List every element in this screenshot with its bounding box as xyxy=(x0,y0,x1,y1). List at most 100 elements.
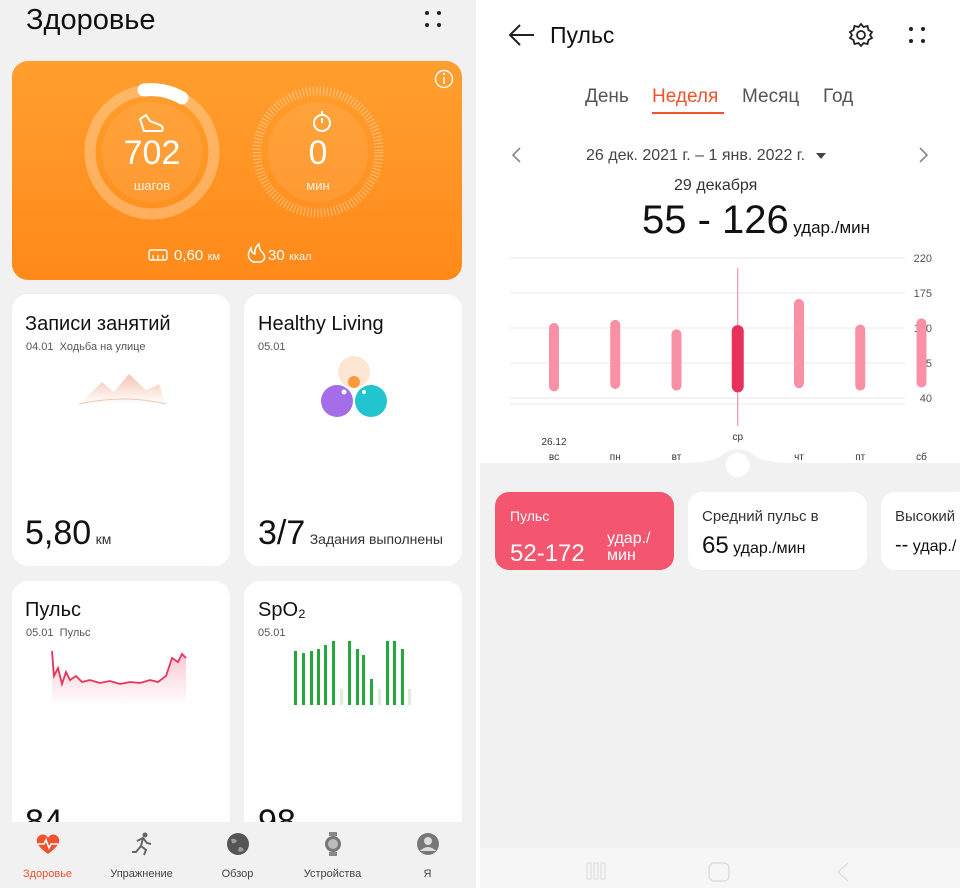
minutes-value: 0 xyxy=(308,134,328,172)
page-title: Здоровье xyxy=(26,4,156,36)
distance-readout: 0,60 км xyxy=(174,247,220,265)
pulse-sparkline xyxy=(51,650,187,706)
pulse-card-title: Пульс xyxy=(25,599,82,621)
workouts-title: Записи занятий xyxy=(25,313,171,335)
screen-title: Пульс xyxy=(550,22,615,48)
gear-icon[interactable] xyxy=(848,22,874,48)
workouts-meta: 04.01 Ходьба на улице xyxy=(26,341,145,353)
nav-health[interactable]: Здоровье xyxy=(0,822,95,888)
spo2-bars xyxy=(294,641,411,705)
nav-devices[interactable]: Устройства xyxy=(285,822,380,888)
system-back-icon[interactable] xyxy=(836,862,850,882)
recent-apps-icon[interactable] xyxy=(586,862,606,880)
pulse-card-meta: 05.01 Пульс xyxy=(26,627,90,639)
chart-panel xyxy=(480,0,960,463)
stat-card-pulse[interactable]: Пульс 52-172 удар./ мин xyxy=(495,492,674,570)
minutes-unit: мин xyxy=(306,178,330,193)
x-label-пн: пн xyxy=(610,452,621,463)
x-label-чт: чт xyxy=(794,452,804,463)
pulse-card-subtitle: Пульс xyxy=(59,627,91,639)
screen-divider xyxy=(476,0,480,888)
stat-average-label: Средний пульс в xyxy=(702,508,819,525)
spo2-card-date: 05.01 xyxy=(258,627,286,639)
pulse-screen: Пульс День Неделя Месяц Год 26 дек. 2021… xyxy=(480,0,960,888)
stat-high-label: Высокий xyxy=(895,508,956,525)
globe-icon xyxy=(227,833,249,855)
activity-rings xyxy=(84,69,454,263)
system-navigation-bar xyxy=(480,848,960,888)
stat-pulse-unit-line1: удар./ xyxy=(607,530,651,547)
x-label-сб: сб xyxy=(916,451,927,463)
nav-health-label: Здоровье xyxy=(22,868,73,880)
y-tick-label: 40 xyxy=(920,393,932,405)
y-tick-label: 175 xyxy=(914,288,932,300)
workouts-card[interactable]: Записи занятий 04.01 Ходьба на улице 5,8… xyxy=(12,294,230,566)
scrubber-handle[interactable] xyxy=(725,453,750,477)
selected-range-value: 55 - 126 xyxy=(642,198,789,242)
profile-icon xyxy=(417,833,439,855)
selected-range-readout: 55 - 126 удар./мин xyxy=(642,198,870,243)
healthy-living-title: Healthy Living xyxy=(258,313,384,335)
pulse-card-date: 05.01 xyxy=(26,627,54,639)
healthy-living-stat: 3/7 Задания выполнены xyxy=(258,514,443,553)
stat-card-average[interactable]: Средний пульс в 65 удар./мин xyxy=(688,492,867,570)
home-icon[interactable] xyxy=(708,862,730,882)
heart-pulse-icon xyxy=(36,834,60,854)
nav-exercise-label: Упражнение xyxy=(110,868,173,880)
tab-week[interactable]: Неделя xyxy=(652,86,719,107)
stat-high-readout: -- удар./ xyxy=(895,534,956,557)
healthy-living-rings-icon xyxy=(321,356,387,417)
chart-bars xyxy=(549,268,927,480)
previous-week-icon[interactable] xyxy=(510,146,522,164)
steps-unit: шагов xyxy=(133,178,171,193)
healthy-living-date: 05.01 xyxy=(258,341,286,353)
spo2-card-title: SpO₂ xyxy=(258,599,306,621)
health-screen: Здоровье 702 xyxy=(0,0,476,888)
tab-year[interactable]: Год xyxy=(823,86,854,107)
nav-overview[interactable]: Обзор xyxy=(190,822,285,888)
steps-value: 702 xyxy=(123,134,181,172)
calories-readout: 30 ккал xyxy=(268,247,312,265)
nav-overview-label: Обзор xyxy=(221,868,254,880)
stat-card-high[interactable]: Высокий -- удар./ xyxy=(881,492,960,570)
more-menu-icon[interactable] xyxy=(422,8,446,32)
workouts-value: 5,80 xyxy=(25,514,92,552)
more-menu-icon-right[interactable] xyxy=(906,24,930,48)
next-week-icon[interactable] xyxy=(918,146,930,164)
back-arrow-icon[interactable] xyxy=(508,22,536,48)
tab-day[interactable]: День xyxy=(585,86,629,107)
calories-unit: ккал xyxy=(289,251,312,263)
y-tick-label: 220 xyxy=(914,253,932,265)
tab-month[interactable]: Месяц xyxy=(742,86,800,107)
workouts-unit: км xyxy=(95,531,112,547)
stat-pulse-unit: удар./ мин xyxy=(607,530,651,564)
nav-exercise[interactable]: Упражнение xyxy=(94,822,189,888)
spo2-card[interactable]: SpO₂ 05.01 98 xyxy=(244,581,462,841)
running-icon xyxy=(132,832,152,856)
nav-me[interactable]: Я xyxy=(380,822,475,888)
selected-range-unit: удар./мин xyxy=(793,218,871,237)
stat-high-value: -- xyxy=(895,534,909,556)
stat-average-readout: 65 удар./мин xyxy=(702,532,805,560)
distance-unit: км xyxy=(207,251,221,263)
x-label-вт: вт xyxy=(672,452,682,463)
selected-day: 29 декабря xyxy=(674,177,758,194)
nav-me-label: Я xyxy=(423,868,432,880)
activity-card[interactable]: 702 шагов 0 мин 0,60 км 30 ккал xyxy=(12,61,462,280)
x-label-пт: пт xyxy=(855,452,865,463)
workouts-stat: 5,80 км xyxy=(25,514,111,553)
mountains-illustration xyxy=(78,374,167,405)
pulse-card[interactable]: Пульс 05.01 Пульс 84 xyxy=(12,581,230,841)
date-range-picker[interactable]: 26 дек. 2021 г. – 1 янв. 2022 г. xyxy=(586,147,826,165)
stat-average-unit: удар./мин xyxy=(733,540,806,557)
distance-value: 0,60 xyxy=(174,247,204,264)
healthy-living-card[interactable]: Healthy Living 05.01 3/7 Задания выполне… xyxy=(244,294,462,566)
tab-week-underline xyxy=(652,112,724,114)
chart-gridlines xyxy=(510,257,905,405)
x-first-date-label: 26.12 xyxy=(541,437,566,448)
stat-pulse-value: 52-172 xyxy=(510,540,585,567)
date-range-text: 26 дек. 2021 г. – 1 янв. 2022 г. xyxy=(586,147,806,164)
dropdown-caret-icon xyxy=(815,153,826,159)
x-label-ср: ср xyxy=(732,432,743,443)
